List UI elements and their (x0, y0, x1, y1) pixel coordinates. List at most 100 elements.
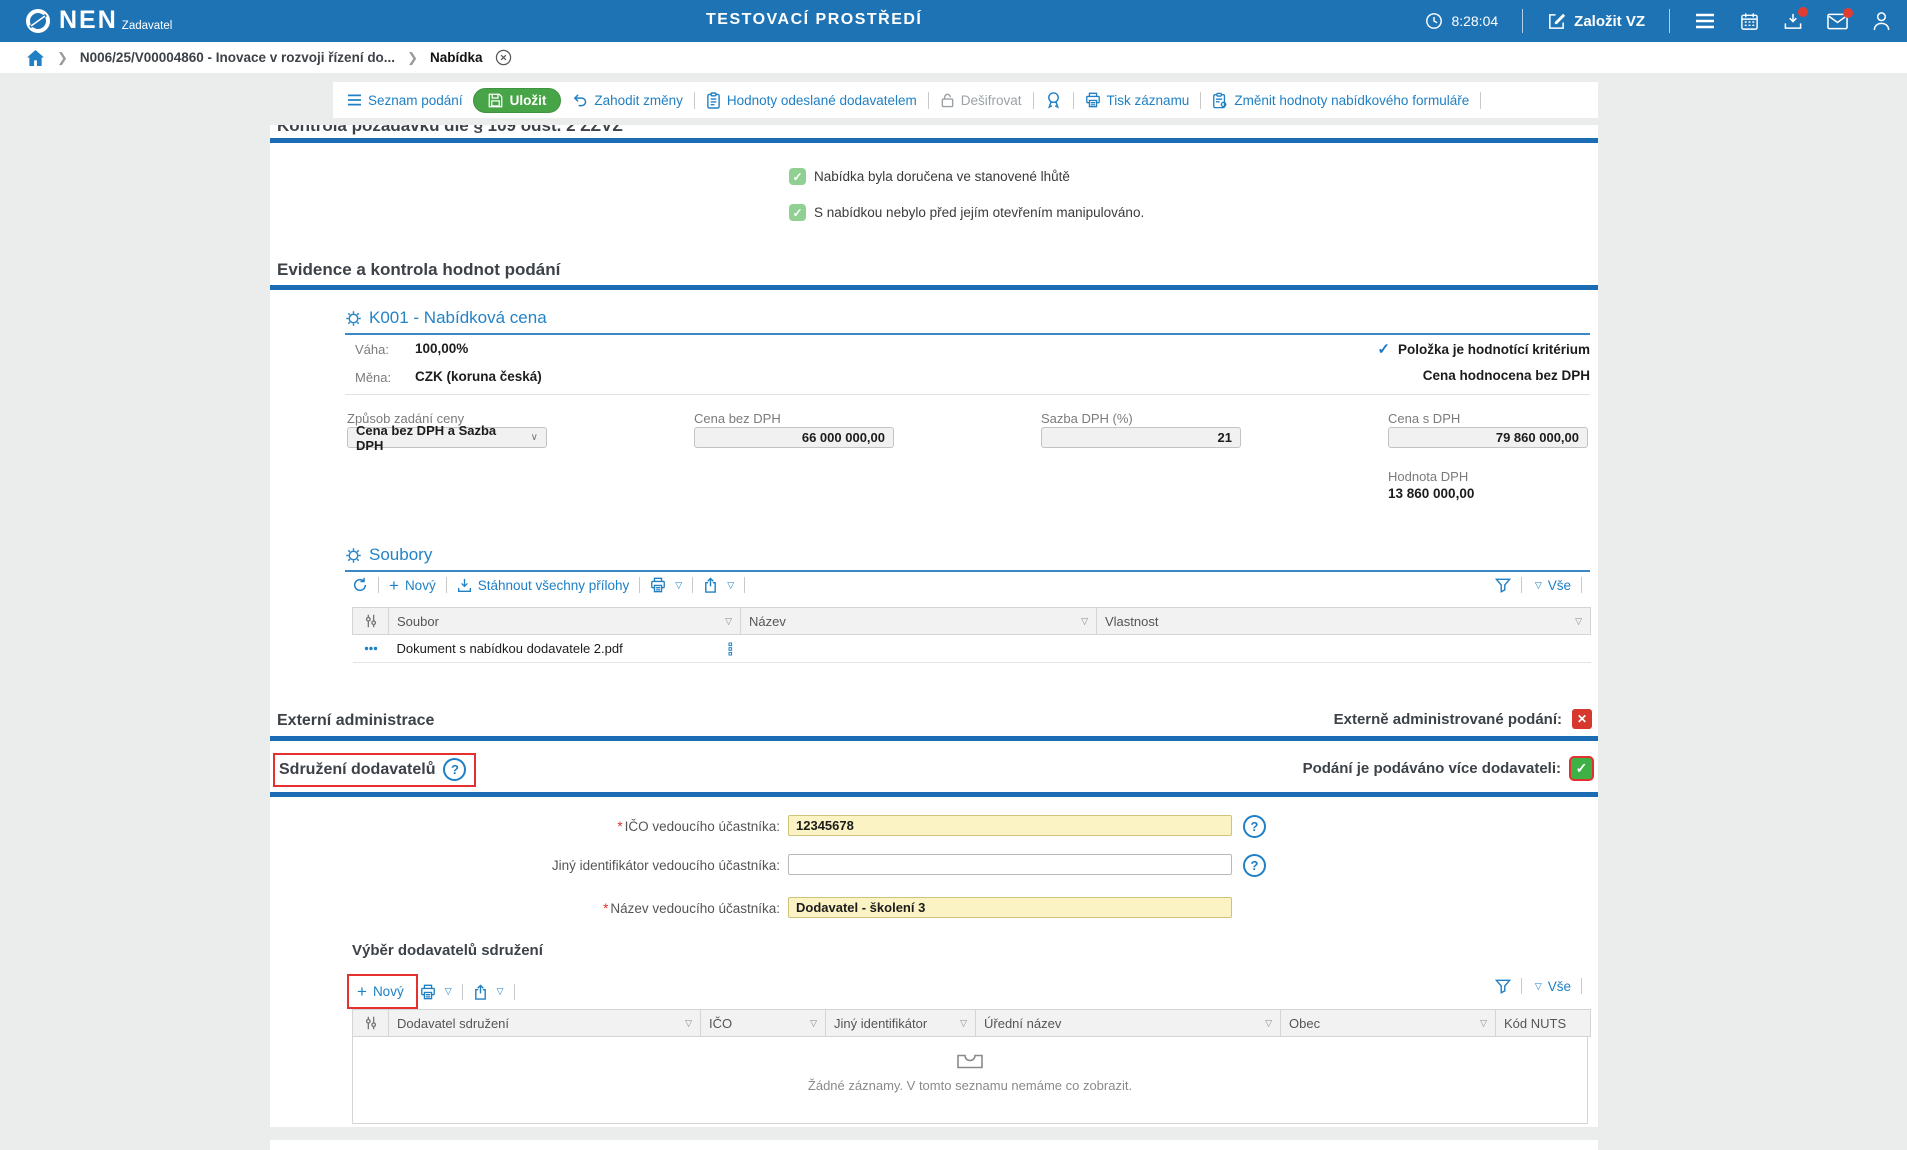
filter-triangle-icon[interactable]: ▽ (725, 616, 732, 627)
view-all-button[interactable]: ▽ Vše (1532, 578, 1571, 593)
jiny-identifikator-input[interactable] (788, 854, 1232, 875)
cell-soubor[interactable]: Dokument s nabídkou dodavatele 2.pdf (389, 635, 741, 663)
nen-logo[interactable]: NEN Zadavatel (24, 7, 172, 35)
cena-s-input[interactable]: 79 860 000,00 (1388, 427, 1588, 448)
export-menu-button[interactable]: ▽ (473, 984, 504, 1000)
col-dodavatel-sdruzeni[interactable]: Dodavatel sdružení▽ (389, 1010, 701, 1037)
breadcrumb: ❯ N006/25/V00004860 - Inovace v rozvoji … (0, 42, 1907, 73)
change-form-values-button[interactable]: Změnit hodnoty nabídkového formuláře (1212, 92, 1469, 109)
filter-triangle-icon[interactable]: ▽ (1575, 616, 1582, 627)
filter-triangle-icon[interactable]: ▽ (685, 1018, 692, 1029)
nazev-input[interactable]: Dodavatel - školení 3 (788, 897, 1232, 918)
help-icon[interactable]: ? (1243, 815, 1266, 838)
user-icon[interactable] (1872, 11, 1891, 31)
mail-icon[interactable] (1827, 13, 1848, 30)
row-menu-icon[interactable] (728, 642, 733, 656)
vaha-label: Váha: (355, 342, 389, 357)
refresh-icon[interactable] (352, 577, 368, 593)
view-all-button[interactable]: ▽ Vše (1532, 979, 1571, 994)
table-row[interactable]: Dokument s nabídkou dodavatele 2.pdf (353, 635, 1591, 663)
discard-changes-button[interactable]: Zahodit změny (571, 93, 683, 108)
download-all-attachments-button[interactable]: Stáhnout všechny přílohy (457, 578, 630, 593)
soubory-filter-bar: ▽ Vše (1495, 577, 1592, 593)
divider (1669, 9, 1670, 33)
cena-bez-input[interactable]: 66 000 000,00 (694, 427, 894, 448)
sazba-input[interactable]: 21 (1041, 427, 1241, 448)
clipboard-icon (706, 92, 721, 109)
column-settings-icon[interactable] (353, 1010, 389, 1037)
filter-triangle-icon[interactable]: ▽ (1081, 616, 1088, 627)
col-obec[interactable]: Obec▽ (1281, 1010, 1496, 1037)
green-check-icon: ✓ (789, 168, 806, 185)
inbox-notification-badge (1798, 7, 1808, 17)
create-vz-button[interactable]: Založit VZ (1547, 12, 1645, 31)
green-checkbox-annotated[interactable]: ✓ (1571, 758, 1592, 779)
save-button[interactable]: Uložit (473, 88, 562, 113)
help-icon[interactable]: ? (1243, 854, 1266, 877)
clock-time: 8:28:04 (1451, 13, 1498, 29)
dropdown-triangle-icon: ▽ (1535, 580, 1542, 591)
export-menu-button[interactable]: ▽ (703, 577, 734, 593)
col-vlastnost[interactable]: Vlastnost▽ (1097, 608, 1591, 635)
ico-input[interactable]: 12345678 (788, 815, 1232, 836)
col-nazev[interactable]: Název▽ (741, 608, 1097, 635)
zpusob-select[interactable]: Cena bez DPH a Sazba DPH ∨ (347, 427, 547, 448)
download-icon (457, 578, 472, 593)
help-icon[interactable]: ? (443, 758, 466, 781)
red-cross-checkbox[interactable]: ✕ (1572, 709, 1592, 729)
ico-label: *IČO vedoucího účastníka: (270, 819, 780, 834)
breadcrumb-item-nabidka[interactable]: Nabídka (430, 50, 483, 65)
row-dots-icon[interactable] (353, 635, 389, 663)
vyber-header-row: Dodavatel sdružení▽ IČO▽ Jiný identifiká… (353, 1010, 1591, 1037)
new-supplier-button-annotated[interactable]: + Nový (347, 974, 418, 1009)
print-menu-button[interactable]: ▽ (420, 984, 452, 1000)
filter-funnel-icon[interactable] (1495, 979, 1511, 994)
section-rule (270, 736, 1598, 741)
home-icon[interactable] (26, 49, 45, 67)
section-evidence-heading: Evidence a kontrola hodnot podání (277, 260, 560, 280)
certificate-icon[interactable] (1045, 91, 1062, 109)
vaha-value: 100,00% (415, 341, 468, 356)
jiny-identifikator-label: Jiný identifikátor vedoucího účastníka: (270, 858, 780, 873)
undo-icon (571, 93, 588, 107)
cell-nazev[interactable] (741, 635, 1097, 663)
menu-icon[interactable] (1694, 12, 1716, 30)
plus-icon: + (357, 985, 367, 998)
section-externi-heading: Externí administrace (277, 712, 434, 730)
next-panel-edge (270, 1140, 1598, 1150)
col-uredni-nazev[interactable]: Úřední název▽ (976, 1010, 1281, 1037)
calendar-icon[interactable] (1740, 12, 1759, 31)
column-settings-icon[interactable] (353, 608, 389, 635)
cell-vlastnost[interactable] (1097, 635, 1591, 663)
dropdown-triangle-icon: ▽ (497, 986, 504, 997)
decrypt-button[interactable]: Dešifrovat (940, 92, 1022, 108)
supplier-values-button[interactable]: Hodnoty odeslané dodavatelem (706, 92, 917, 109)
vyber-heading: Výběr dodavatelů sdružení (352, 942, 543, 959)
filter-triangle-icon[interactable]: ▽ (810, 1018, 817, 1029)
filter-triangle-icon[interactable]: ▽ (1265, 1018, 1272, 1029)
green-check-icon: ✓ (789, 204, 806, 221)
filter-triangle-icon[interactable]: ▽ (960, 1018, 967, 1029)
col-jiny-identifikator[interactable]: Jiný identifikátor▽ (826, 1010, 976, 1037)
col-ico[interactable]: IČO▽ (701, 1010, 826, 1037)
seznam-podani-button[interactable]: Seznam podání (347, 93, 463, 108)
print-menu-button[interactable]: ▽ (650, 577, 682, 593)
filter-triangle-icon[interactable]: ▽ (1480, 1018, 1487, 1029)
new-file-button[interactable]: + Nový (389, 578, 436, 593)
print-record-button[interactable]: Tisk záznamu (1085, 92, 1190, 108)
chevron-right-icon: ❯ (407, 50, 418, 66)
inbox-icon[interactable] (1783, 12, 1803, 31)
breadcrumb-item-procurement[interactable]: N006/25/V00004860 - Inovace v rozvoji ří… (80, 50, 395, 65)
print-icon (1085, 92, 1101, 108)
clock: 8:28:04 (1425, 12, 1498, 30)
plus-icon: + (389, 579, 399, 592)
close-tab-icon[interactable] (495, 49, 512, 66)
col-soubor[interactable]: Soubor▽ (389, 608, 741, 635)
col-kod-nuts[interactable]: Kód NUTS (1496, 1010, 1591, 1037)
section-gear-icon (345, 547, 362, 564)
nazev-label: *Název vedoucího účastníka: (270, 901, 780, 916)
filter-funnel-icon[interactable] (1495, 578, 1511, 593)
vyber-toolbar: + Nový ▽ ▽ (347, 974, 525, 1009)
logo-subtitle: Zadavatel (122, 20, 173, 32)
logo-text: NEN (59, 7, 118, 33)
